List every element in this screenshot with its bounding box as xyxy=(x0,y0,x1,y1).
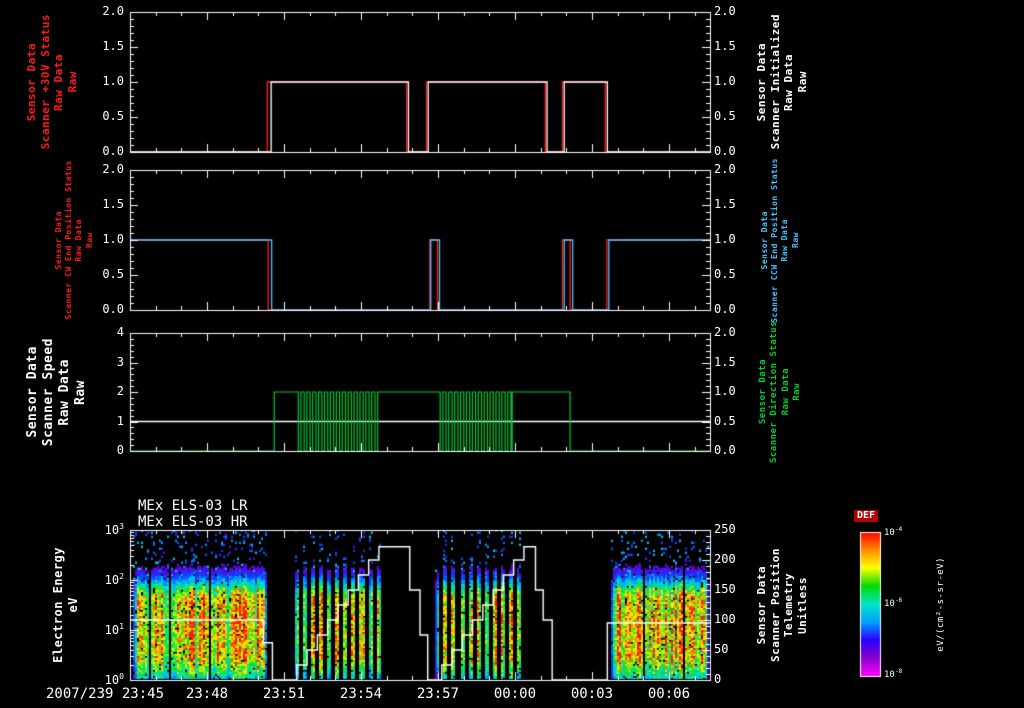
spectrogram-title-lr: MEx ELS-03 LR xyxy=(138,498,248,514)
y-tick-label-right: 2.0 xyxy=(714,4,736,18)
panel3-right-axis-label-line: Sensor Data xyxy=(758,359,768,425)
position-tick-label: 150 xyxy=(714,582,736,596)
y-tick-label-right: 2.0 xyxy=(714,162,736,176)
panel1-right-axis-label-line: Raw xyxy=(795,71,809,93)
colorbar-tick-label: 10-8 xyxy=(884,668,903,680)
colorbar-tick-label: 10-4 xyxy=(884,526,903,538)
y-tick-label-right: 0.0 xyxy=(714,302,736,316)
panel2-right-axis-label-line: Raw Data xyxy=(780,218,790,262)
panel1-left-axis-label-line: Raw xyxy=(65,71,79,93)
energy-tick-label: 101 xyxy=(104,621,124,637)
y-tick-label-right: 1.5 xyxy=(714,39,736,53)
x-axis-tick-label: 00:03 xyxy=(570,686,614,702)
y-tick-label-left: 1.5 xyxy=(102,197,124,211)
y-tick-label-right: 1.0 xyxy=(714,232,736,246)
panel3-right-axis-label-line: Raw Data xyxy=(780,368,791,416)
panel2-right-axis-label: Sensor Data Scanner CCW End Position Stat… xyxy=(760,158,800,323)
spectrogram-title-hr: MEx ELS-03 HR xyxy=(138,514,248,530)
panel1-left-axis-label-line: Scanner +30V Status xyxy=(38,14,52,150)
panel4-right-axis-label-line: Sensor Data xyxy=(755,565,768,645)
panel3-right-axis-label: Sensor Data Scanner Direction Status Raw D… xyxy=(758,321,803,463)
panel4-left-axis-label-line: eV xyxy=(65,597,80,613)
y-tick-label-right: 0.5 xyxy=(714,267,736,281)
y-tick-label-right: 0.5 xyxy=(714,413,736,428)
y-tick-label-left: 0.0 xyxy=(102,302,124,316)
panel3-left-axis-label-line: Scanner Speed xyxy=(40,337,56,447)
x-axis-tick-label: 23:48 xyxy=(185,686,229,702)
colorbar-def-label: DEF xyxy=(854,510,879,522)
y-tick-label-left: 3 xyxy=(116,354,124,369)
y-tick-label-left: 1.0 xyxy=(102,232,124,246)
y-tick-label-right: 2.0 xyxy=(714,325,736,339)
y-tick-label-right: 0.0 xyxy=(714,144,736,158)
y-tick-label-left: 2.0 xyxy=(102,4,124,18)
panel3-left-axis-label: Sensor Data Scanner Speed Raw Data Raw xyxy=(25,333,89,451)
panel4-left-axis-label: Electron Energy eV xyxy=(51,530,81,680)
panel4-right-axis-label: Sensor Data Scanner Position Telemetry Unit… xyxy=(755,530,810,680)
position-tick-label: 0 xyxy=(714,672,722,686)
panel3-left-axis-label-line: Raw Data xyxy=(56,358,72,426)
position-tick-label: 250 xyxy=(714,522,736,536)
panel4-left-axis-label-line: Electron Energy xyxy=(51,547,65,663)
panel2-left-axis-label: Sensor Data Scanner CW End Position Statu… xyxy=(54,160,94,320)
y-tick-label-right: 1.0 xyxy=(714,384,736,398)
panel1-left-axis-label-line: Raw Data xyxy=(52,53,66,111)
panel1-left-axis-label-line: Sensor Data xyxy=(25,42,38,122)
y-tick-label-right: 1.5 xyxy=(714,354,736,369)
y-tick-label-left: 2 xyxy=(116,384,124,398)
x-axis-tick-label: 2007/239 23:45 xyxy=(45,686,165,702)
panel3-right-axis-label-line: Raw xyxy=(792,383,803,401)
y-tick-label-right: 1.0 xyxy=(714,74,736,88)
panel1-right-axis-label-line: Raw Data xyxy=(782,53,796,111)
y-tick-label-right: 0.5 xyxy=(714,109,736,123)
energy-tick-label: 100 xyxy=(104,671,124,687)
y-tick-label-left: 1.0 xyxy=(102,74,124,88)
position-tick-label: 50 xyxy=(714,642,729,656)
panel3-left-axis-label-line: Raw xyxy=(72,379,88,405)
position-tick-label: 100 xyxy=(714,612,736,626)
colorbar-units-label: eV/(cm²-s-sr-eV) xyxy=(936,532,946,676)
y-tick-label-left: 0.5 xyxy=(102,267,124,281)
panel3-right-axis-label-line: Scanner Direction Status xyxy=(769,320,780,464)
y-tick-label-left: 1 xyxy=(116,413,124,428)
panel2-left-axis-label-line: Raw Data xyxy=(74,218,84,262)
panel4-right-axis-label-line: Unitless xyxy=(795,576,809,634)
y-tick-label-left: 4 xyxy=(116,325,124,339)
y-tick-label-left: 0.0 xyxy=(102,144,124,158)
energy-tick-label: 103 xyxy=(104,521,124,537)
y-tick-label-right: 0.0 xyxy=(714,443,736,457)
panel1-right-axis-label-line: Scanner Initialized xyxy=(768,14,782,150)
panel2-right-axis-label-line: Scanner CCW End Position Status xyxy=(770,157,780,323)
y-tick-label-left: 0 xyxy=(116,443,124,457)
x-axis-tick-label: 23:57 xyxy=(416,686,460,702)
panel2-left-axis-label-line: Raw xyxy=(84,232,94,248)
panel4-right-axis-label-line: Scanner Position xyxy=(768,548,782,662)
colorbar-units-label-line: eV/(cm²-s-sr-eV) xyxy=(936,556,946,652)
position-tick-label: 200 xyxy=(714,552,736,566)
x-axis-tick-label: 00:06 xyxy=(647,686,691,702)
y-tick-label-left: 2.0 xyxy=(102,162,124,176)
y-tick-label-left: 1.5 xyxy=(102,39,124,53)
panel3-left-axis-label-line: Sensor Data xyxy=(25,346,40,438)
y-tick-label-right: 1.5 xyxy=(714,197,736,211)
y-tick-label-left: 0.5 xyxy=(102,109,124,123)
panel2-left-axis-label-line: Sensor Data xyxy=(54,210,63,270)
panel2-right-axis-label-line: Sensor Data xyxy=(760,210,769,270)
energy-tick-label: 102 xyxy=(104,571,124,587)
panel4-right-axis-label-line: Telemetry xyxy=(782,572,796,638)
panel1-right-axis-label: Sensor Data Scanner Initialized Raw Data Ra… xyxy=(755,12,810,152)
colorbar-tick-label: 10-6 xyxy=(884,597,903,609)
panel1-right-axis-label-line: Sensor Data xyxy=(755,42,768,122)
panel2-left-axis-label-line: Scanner CW End Position Status xyxy=(64,160,74,320)
x-axis-tick-label: 00:00 xyxy=(493,686,537,702)
x-axis-tick-label: 23:51 xyxy=(262,686,306,702)
x-axis-tick-label: 23:54 xyxy=(339,686,383,702)
panel2-right-axis-label-line: Raw xyxy=(790,232,800,248)
panel1-left-axis-label: Sensor Data Scanner +30V Status Raw Data Ra… xyxy=(25,12,80,152)
